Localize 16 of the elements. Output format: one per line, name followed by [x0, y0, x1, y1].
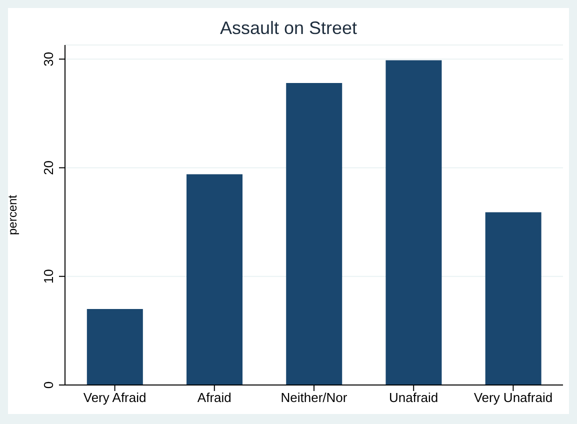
y-tick-label: 20 — [41, 160, 56, 175]
x-tick-label: Afraid — [197, 390, 232, 406]
bar — [86, 308, 143, 385]
x-tick-label: Very Unafraid — [474, 390, 553, 406]
x-tick-label: Unafraid — [389, 390, 438, 406]
bar — [386, 60, 442, 385]
y-tick-label: 0 — [41, 381, 56, 389]
chart-title: Assault on Street — [218, 18, 358, 39]
y-tick-label: 10 — [41, 269, 56, 284]
bar — [186, 174, 243, 385]
y-tick-label: 30 — [41, 52, 56, 66]
bar — [286, 83, 342, 385]
y-axis-title: percent — [5, 194, 20, 236]
x-tick-label: Neither/Nor — [280, 390, 348, 406]
bar — [485, 212, 542, 385]
x-tick-label: Very Afraid — [83, 390, 146, 406]
